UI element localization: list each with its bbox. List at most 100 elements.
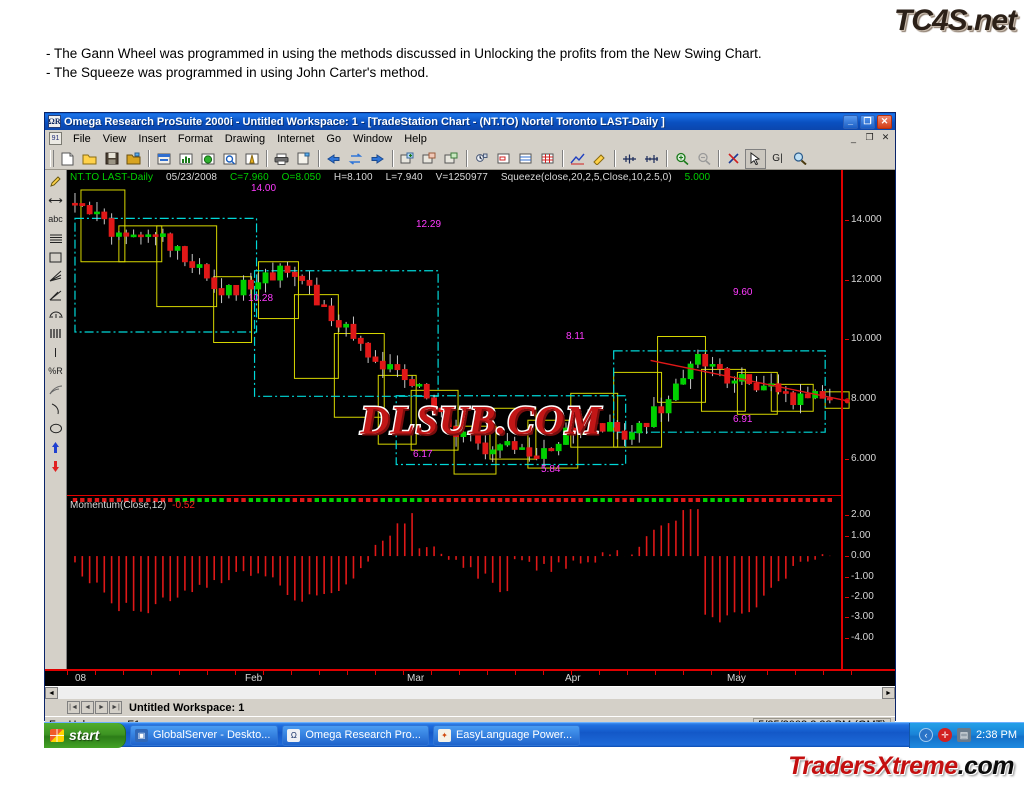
back-arrow-icon[interactable] bbox=[323, 149, 344, 169]
expert-commentary-icon[interactable] bbox=[441, 149, 462, 169]
last-tab-icon[interactable]: ►| bbox=[109, 701, 122, 714]
pencil-icon[interactable] bbox=[47, 172, 65, 190]
momentum-axis-tick: -3.00 bbox=[851, 611, 874, 623]
start-button[interactable]: start bbox=[44, 722, 126, 748]
antivirus-icon[interactable]: ✛ bbox=[938, 728, 953, 742]
new-scanner-icon[interactable] bbox=[219, 149, 240, 169]
x-axis-tickmark bbox=[207, 671, 208, 675]
pointer-tool-icon[interactable] bbox=[745, 148, 766, 169]
ellipse-icon[interactable] bbox=[47, 419, 65, 437]
format-table-icon[interactable] bbox=[515, 149, 536, 169]
data-series-icon[interactable] bbox=[641, 149, 662, 169]
cycle-lines-icon[interactable] bbox=[47, 324, 65, 342]
arc-icon[interactable] bbox=[47, 400, 65, 418]
x-axis-tickmark bbox=[347, 671, 348, 675]
draw-highlight-icon[interactable] bbox=[589, 149, 610, 169]
x-axis-tickmark bbox=[739, 671, 740, 675]
mdi-close-button[interactable]: ✕ bbox=[881, 132, 890, 142]
mdi-minimize-button[interactable]: _ bbox=[850, 132, 856, 143]
format-grid-icon[interactable] bbox=[493, 149, 514, 169]
taskbar-item-easylanguage[interactable]: ✦ EasyLanguage Power... bbox=[432, 724, 581, 746]
text-abc-icon[interactable]: abc bbox=[48, 214, 63, 224]
scroll-track[interactable] bbox=[58, 687, 882, 699]
print-icon[interactable] bbox=[271, 149, 292, 169]
save-workspace-icon[interactable] bbox=[101, 149, 122, 169]
print-preview-icon[interactable] bbox=[293, 149, 314, 169]
lines-icon[interactable] bbox=[47, 229, 65, 247]
first-tab-icon[interactable]: |◄ bbox=[67, 701, 80, 714]
new-quote-window-icon[interactable] bbox=[153, 149, 174, 169]
new-analysis-icon[interactable] bbox=[241, 149, 262, 169]
menu-item-view[interactable]: View bbox=[102, 132, 127, 145]
chart-quote-header: NT.TO LAST-Daily 05/23/2008 C=7.960 O=8.… bbox=[70, 172, 895, 183]
open-workspace-icon[interactable] bbox=[123, 149, 144, 169]
rectangle-icon[interactable] bbox=[47, 248, 65, 266]
insert-study-icon[interactable] bbox=[397, 149, 418, 169]
scroll-left-icon[interactable]: ◄ bbox=[45, 687, 58, 699]
menu-item-insert[interactable]: Insert bbox=[138, 132, 166, 145]
gann-tool-icon[interactable]: G| bbox=[772, 153, 783, 164]
taskbar-item-omega-research[interactable]: Ω Omega Research Pro... bbox=[282, 724, 429, 746]
gann-fan-icon[interactable] bbox=[47, 381, 65, 399]
mdi-restore-button[interactable]: ❐ bbox=[865, 132, 874, 142]
open-folder-icon[interactable] bbox=[79, 149, 100, 169]
toolbar-separator bbox=[718, 150, 720, 167]
scroll-right-icon[interactable]: ► bbox=[882, 687, 895, 699]
price-axis-line bbox=[841, 170, 843, 669]
format-window-icon[interactable] bbox=[471, 149, 492, 169]
note-line-1: - The Gann Wheel was programmed in using… bbox=[46, 46, 762, 61]
zoom-out-icon[interactable] bbox=[693, 149, 714, 169]
crosshair-tool-icon[interactable] bbox=[723, 149, 744, 169]
window-titlebar[interactable]: ΩR Omega Research ProSuite 2000i - Untit… bbox=[45, 113, 895, 130]
up-arrow-icon[interactable] bbox=[47, 438, 65, 456]
tray-clock[interactable]: 2:38 PM bbox=[976, 729, 1017, 741]
data-bar-icon[interactable] bbox=[619, 149, 640, 169]
toolbar-separator bbox=[318, 150, 320, 167]
down-arrow-icon[interactable] bbox=[47, 457, 65, 475]
new-globe-window-icon[interactable] bbox=[197, 149, 218, 169]
restore-button[interactable]: ❐ bbox=[860, 114, 875, 129]
refresh-icon[interactable] bbox=[345, 149, 366, 169]
new-document-icon[interactable] bbox=[57, 149, 78, 169]
x-axis-tickmark bbox=[403, 671, 404, 675]
network-icon[interactable]: ▤ bbox=[957, 728, 972, 742]
andrews-pitchfork-icon[interactable] bbox=[47, 305, 65, 323]
chart-canvas[interactable]: NT.TO LAST-Daily 05/23/2008 C=7.960 O=8.… bbox=[67, 170, 895, 669]
vertical-line-icon[interactable] bbox=[47, 343, 65, 361]
close-button[interactable]: ✕ bbox=[877, 114, 892, 129]
menu-item-go[interactable]: Go bbox=[326, 132, 342, 145]
toolbar-grip[interactable] bbox=[50, 150, 54, 167]
forward-arrow-icon[interactable] bbox=[367, 149, 388, 169]
magnify-tool-icon[interactable] bbox=[789, 149, 810, 169]
tab-untitled-workspace[interactable]: Untitled Workspace: 1 bbox=[129, 701, 245, 714]
brand-bottom-main: TradersXtreme bbox=[788, 752, 958, 780]
menu-item-window[interactable]: Window bbox=[353, 132, 393, 145]
arrow-horizontal-icon[interactable] bbox=[47, 191, 65, 209]
insert-strategy-icon[interactable] bbox=[419, 149, 440, 169]
next-tab-icon[interactable]: ► bbox=[95, 701, 108, 714]
menu-item-internet[interactable]: Internet bbox=[277, 132, 315, 145]
price-axis[interactable]: 14.000 12.000 10.000 8.000 6.000 bbox=[843, 170, 895, 669]
show-hidden-icons-icon[interactable]: ‹ bbox=[919, 728, 934, 742]
prev-tab-icon[interactable]: ◄ bbox=[81, 701, 94, 714]
menu-item-format[interactable]: Format bbox=[177, 132, 213, 145]
chart-horizontal-scrollbar[interactable]: ◄ ► bbox=[45, 686, 895, 699]
zoom-in-icon[interactable] bbox=[671, 149, 692, 169]
new-chart-icon[interactable] bbox=[175, 149, 196, 169]
window-title: Omega Research ProSuite 2000i - Untitled… bbox=[64, 115, 665, 128]
taskbar-item-globalserver[interactable]: ▣ GlobalServer - Deskto... bbox=[130, 724, 279, 746]
momentum-axis[interactable]: 2.00 1.00 0.00 -1.00 -2.00 -3.00 -4.00 bbox=[843, 170, 895, 669]
draw-trendline-icon[interactable] bbox=[567, 149, 588, 169]
fibonacci-arc-icon[interactable] bbox=[47, 286, 65, 304]
percent-retrace-icon[interactable]: %R bbox=[48, 366, 63, 376]
menu-item-drawing[interactable]: Drawing bbox=[224, 132, 266, 145]
minimize-button[interactable]: _ bbox=[843, 114, 858, 129]
format-matrix-icon[interactable] bbox=[537, 149, 558, 169]
x-axis-tickmark bbox=[655, 671, 656, 675]
menu-item-file[interactable]: File bbox=[73, 132, 91, 145]
menu-item-help[interactable]: Help bbox=[404, 132, 427, 145]
mdi-document-icon[interactable]: 91 bbox=[49, 132, 62, 145]
fibonacci-fan-icon[interactable] bbox=[47, 267, 65, 285]
x-axis-tickmark bbox=[571, 671, 572, 675]
